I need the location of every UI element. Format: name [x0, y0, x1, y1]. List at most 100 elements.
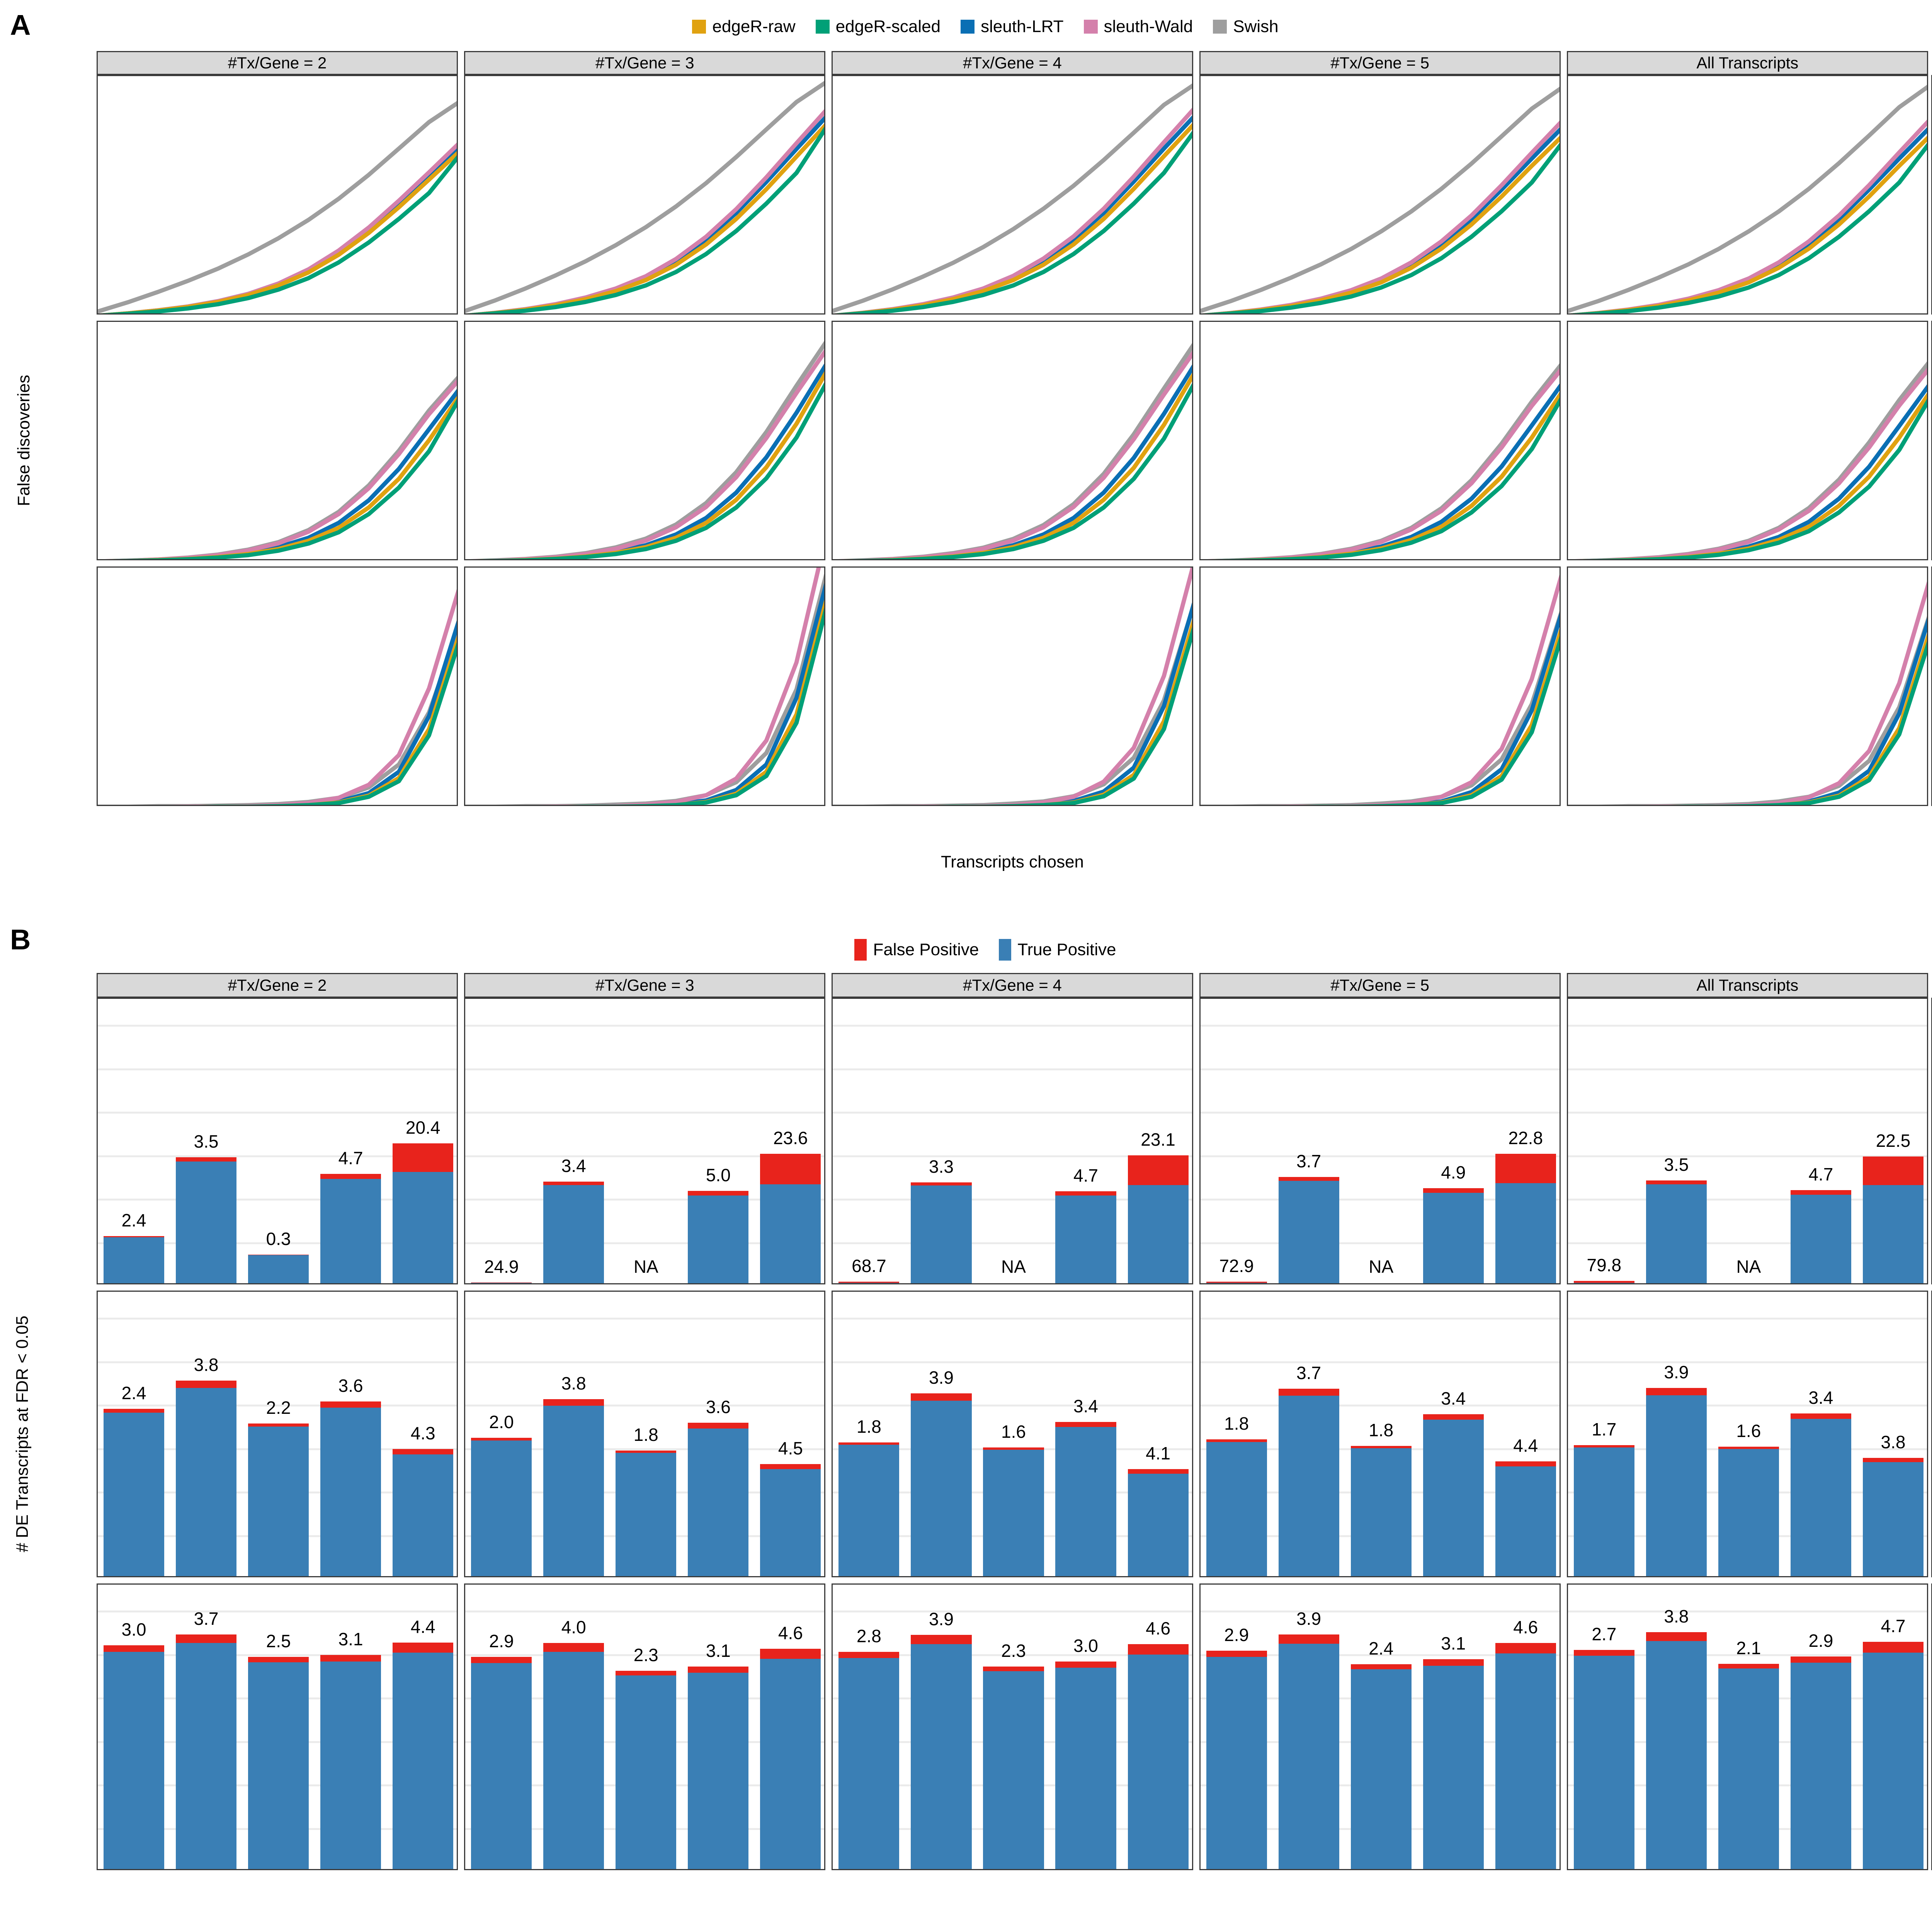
bar-value-label: 4.7	[338, 1148, 363, 1168]
legend-swatch	[1083, 20, 1098, 34]
bar-false-positive	[1055, 1191, 1116, 1196]
bar-true-positive	[983, 1671, 1044, 1869]
panel-b-legend: False Positive True Positive	[0, 939, 1932, 961]
bar-true-positive	[1206, 1657, 1267, 1869]
bar-false-positive	[838, 1651, 900, 1658]
bar-value-label: 68.7	[852, 1256, 886, 1276]
y-tick-mark	[97, 1198, 98, 1200]
bar-true-positive	[1573, 1656, 1634, 1869]
bar-value-label: 3.0	[121, 1619, 146, 1639]
gridline	[1568, 1611, 1927, 1613]
bar-false-positive	[1055, 1422, 1116, 1427]
bar-true-positive	[1573, 1447, 1634, 1576]
column-strip-1: #Tx/Gene = 3	[464, 51, 826, 75]
facet-cell: 2.93.92.43.14.6edgeR-rawedgeR-scaledsleu…	[1199, 1583, 1561, 1870]
bar-true-positive	[1495, 1466, 1556, 1576]
facet-cell: 2.73.82.12.94.7edgeR-rawedgeR-scaledsleu…	[1566, 1583, 1928, 1870]
y-tick-label: 0	[97, 306, 98, 315]
bar-value-label: 2.7	[1592, 1624, 1617, 1644]
bar-true-positive	[760, 1658, 821, 1869]
bar-false-positive	[248, 1657, 309, 1662]
bar-true-positive	[838, 1445, 900, 1576]
gridline-minor	[1568, 1068, 1927, 1070]
facet-cell	[832, 321, 1193, 560]
facet-cell	[1199, 75, 1561, 315]
gridline	[1568, 1112, 1927, 1114]
panel-b-y-axis-title: # DE Transcripts at FDR < 0.05	[13, 1315, 32, 1553]
x-tick-mark	[573, 1869, 575, 1870]
bar-true-positive	[1350, 1448, 1412, 1576]
bar-false-positive	[1055, 1662, 1116, 1668]
line-series-0	[98, 588, 457, 805]
bar-false-positive	[103, 1408, 165, 1413]
line-series-3	[1200, 87, 1560, 313]
x-tick-mark	[1199, 805, 1201, 806]
bar-value-label: 3.1	[338, 1629, 363, 1649]
gridline	[98, 1112, 457, 1114]
gridline	[1568, 1318, 1927, 1320]
facet-cell: 3.03.72.53.14.40100020003000edgeR-rawedg…	[97, 1583, 458, 1870]
x-tick-mark	[500, 1869, 502, 1870]
bar-false-positive	[1350, 1446, 1412, 1449]
bar-value-label: 3.8	[561, 1373, 586, 1393]
legend-label: edgeR-raw	[712, 17, 796, 36]
x-tick-mark	[205, 1869, 207, 1870]
bar-value-label: 24.9	[484, 1257, 519, 1277]
bar-true-positive	[911, 1185, 972, 1283]
line-series-1	[470, 340, 825, 559]
x-tick-mark	[1603, 1869, 1605, 1870]
facet-cell: 24.9 3.4 NA 5.0 23.6	[464, 998, 826, 1284]
bar-false-positive	[1278, 1389, 1339, 1396]
gridline	[465, 1025, 825, 1027]
bar-true-positive	[1646, 1184, 1707, 1283]
bar-value-label: 3.6	[338, 1375, 363, 1396]
facet-cell: 1.7 3.9 1.6 3.4 3.8	[1566, 1291, 1928, 1577]
bar-value-label: 4.6	[1146, 1618, 1171, 1638]
gridline	[833, 1025, 1192, 1027]
bar-false-positive	[1646, 1632, 1707, 1641]
gridline-minor	[465, 1068, 825, 1070]
bar-value-label: 3.4	[1073, 1396, 1098, 1416]
bar-true-positive	[616, 1452, 677, 1576]
bar-true-positive	[1128, 1654, 1189, 1869]
x-tick-mark	[1073, 805, 1075, 806]
line-series-4	[1568, 85, 1927, 313]
bar-value-label: 23.1	[1141, 1129, 1175, 1150]
bar-value-label: 2.2	[266, 1397, 291, 1418]
legend-label: sleuth-Wald	[1104, 17, 1193, 36]
bar-false-positive	[688, 1423, 749, 1429]
bar-true-positive	[1206, 1442, 1267, 1576]
bar-true-positive	[103, 1651, 165, 1869]
x-tick-mark	[422, 1869, 424, 1870]
gridline-minor	[1200, 1654, 1560, 1656]
gridline	[1568, 1025, 1927, 1027]
bar-value-label: 4.3	[410, 1423, 435, 1444]
bar-value-label: 3.8	[1664, 1606, 1689, 1626]
gridline	[465, 1199, 825, 1201]
bar-value-label: 3.4	[1808, 1387, 1833, 1408]
x-tick-label: 2000	[1791, 805, 1827, 806]
panel-a-x-axis-title: Transcripts chosen	[940, 852, 1084, 871]
bar-false-positive	[1573, 1650, 1634, 1656]
bar-true-positive	[1278, 1643, 1339, 1869]
bar-false-positive	[838, 1442, 900, 1445]
x-tick-mark	[940, 1869, 942, 1870]
legend-item-swish: Swish	[1213, 17, 1279, 36]
bar-value-label: 4.6	[778, 1622, 803, 1643]
bar-value-label: 4.1	[1146, 1443, 1171, 1464]
column-strip-0: #Tx/Gene = 2	[97, 51, 458, 75]
bar-false-positive	[1206, 1439, 1267, 1442]
x-tick-label: 0	[1567, 805, 1573, 806]
bar-value-label: 2.4	[121, 1210, 146, 1230]
y-tick-mark	[97, 340, 98, 342]
bar-value-label: 4.4	[1513, 1435, 1538, 1456]
x-tick-label: 2000	[1423, 805, 1459, 806]
facet-cell: 2.83.92.33.04.6edgeR-rawedgeR-scaledsleu…	[832, 1583, 1193, 1870]
bar-false-positive	[760, 1464, 821, 1469]
bar-value-label: 3.6	[706, 1397, 731, 1417]
bar-value-label: 1.8	[856, 1417, 881, 1437]
legend-item-edger-raw: edgeR-raw	[692, 17, 796, 36]
x-tick-label: 0	[832, 805, 837, 806]
legend-swatch	[961, 20, 975, 34]
legend-item-false-positive: False Positive	[854, 939, 979, 961]
